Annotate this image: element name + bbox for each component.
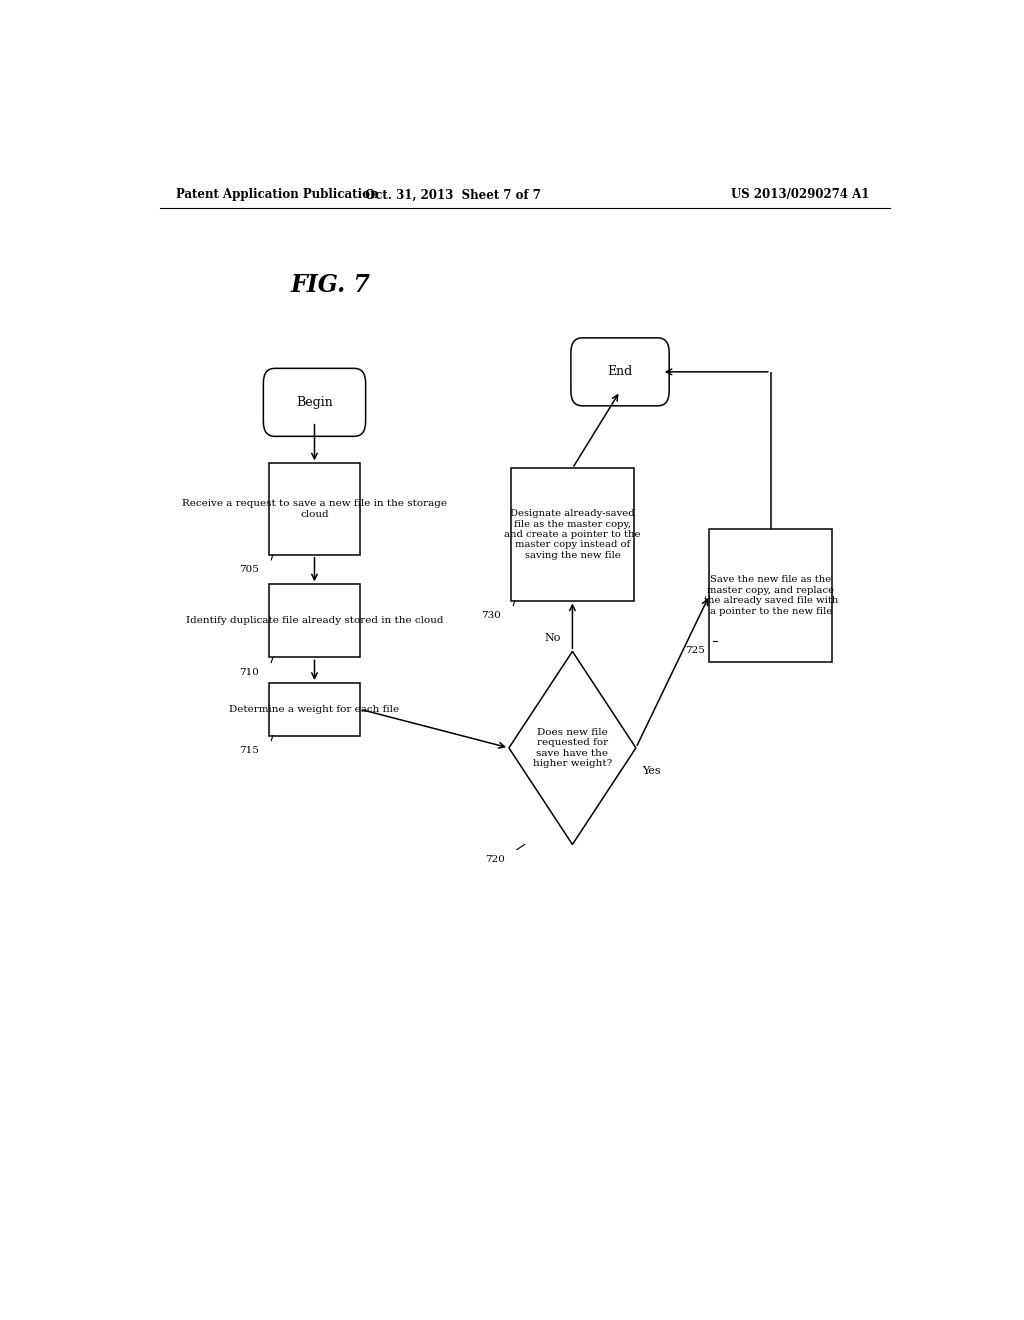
FancyBboxPatch shape [263,368,366,437]
Text: 705: 705 [240,565,259,574]
Text: Patent Application Publication: Patent Application Publication [176,189,378,202]
Text: 715: 715 [240,746,259,755]
FancyBboxPatch shape [570,338,670,405]
Text: Determine a weight for each file: Determine a weight for each file [229,705,399,714]
Bar [269,463,360,554]
Polygon shape [509,651,636,845]
Text: 730: 730 [481,611,502,619]
Text: Oct. 31, 2013  Sheet 7 of 7: Oct. 31, 2013 Sheet 7 of 7 [366,189,542,202]
Text: Save the new file as the
master copy, and replace
the already saved file with
a : Save the new file as the master copy, an… [703,576,838,615]
Text: Designate already-saved
file as the master copy,
and create a pointer to the
mas: Designate already-saved file as the mast… [504,510,641,560]
Text: Identify duplicate file already stored in the cloud: Identify duplicate file already stored i… [185,616,443,626]
Text: Yes: Yes [642,766,660,776]
Text: Receive a request to save a new file in the storage
cloud: Receive a request to save a new file in … [182,499,447,519]
Text: 710: 710 [240,668,259,677]
Text: End: End [607,366,633,379]
Text: 720: 720 [485,854,505,863]
Bar [710,529,833,661]
Text: No: No [544,634,560,643]
Text: Begin: Begin [296,396,333,409]
Bar [269,585,360,657]
Text: FIG. 7: FIG. 7 [291,273,371,297]
Bar [269,682,360,735]
Text: Does new file
requested for
save have the
higher weight?: Does new file requested for save have th… [532,727,612,768]
Text: US 2013/0290274 A1: US 2013/0290274 A1 [731,189,869,202]
Text: 725: 725 [685,647,706,655]
Bar [511,469,634,601]
